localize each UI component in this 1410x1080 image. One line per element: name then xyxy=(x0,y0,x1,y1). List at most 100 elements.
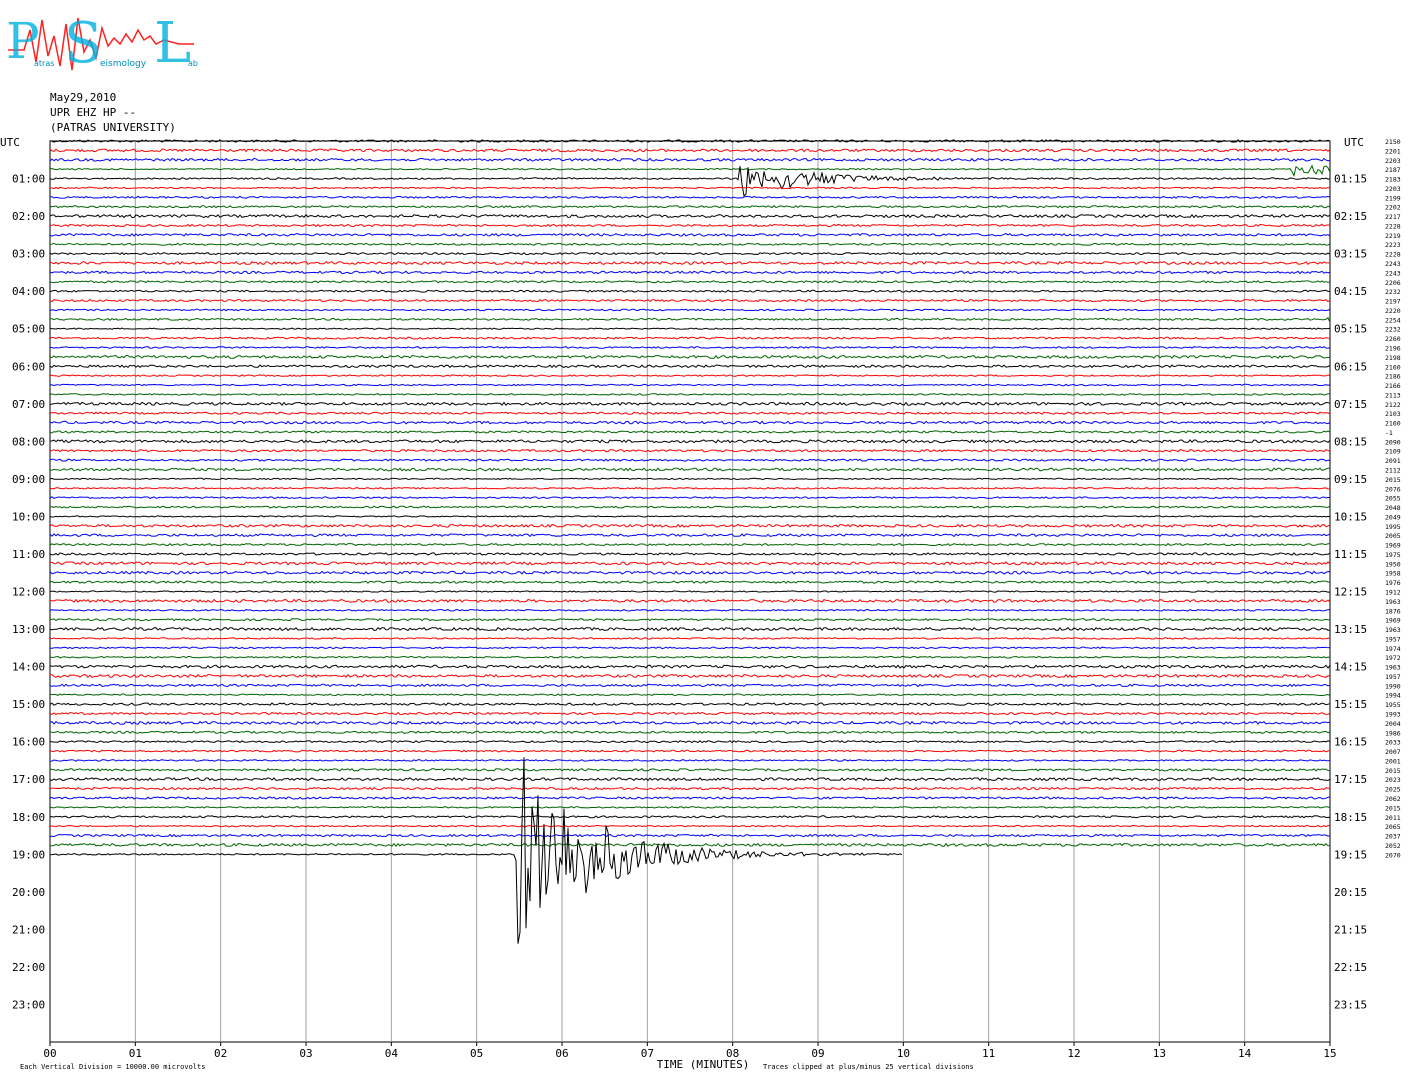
trace-offset-label: 1958 xyxy=(1385,570,1401,578)
logo-word-eismology: eismology xyxy=(100,59,147,69)
right-axis-title: UTC xyxy=(1344,136,1364,149)
trace-offset-label: 2015 xyxy=(1385,767,1401,775)
hour-label-left: 13:00 xyxy=(12,623,45,636)
trace-offset-label: 2187 xyxy=(1385,166,1401,174)
trace-offset-label: 2001 xyxy=(1385,757,1401,765)
trace-line xyxy=(49,693,1331,697)
x-tick-label: 01 xyxy=(129,1047,142,1060)
trace-offset-label: 2198 xyxy=(1385,354,1401,362)
trace-line xyxy=(49,711,1331,716)
logo-word-atras: atras xyxy=(34,59,54,68)
trace-line xyxy=(49,336,1331,340)
trace-offset-label: 2197 xyxy=(1385,298,1401,306)
trace-offset-label: 1974 xyxy=(1385,645,1401,653)
trace-offset-label: 2113 xyxy=(1385,391,1401,399)
hour-label-right: 19:15 xyxy=(1334,848,1367,861)
hour-label-left: 02:00 xyxy=(12,210,45,223)
x-axis-title: TIME (MINUTES) xyxy=(657,1058,750,1071)
trace-line xyxy=(49,486,1331,490)
footer-scale-note: Each Vertical Division = 10000.00 microv… xyxy=(20,1063,205,1071)
trace-offset-label: 2062 xyxy=(1385,795,1401,803)
hour-label-right: 08:15 xyxy=(1334,435,1367,448)
hour-label-right: 11:15 xyxy=(1334,548,1367,561)
trace-offset-label: 1957 xyxy=(1385,673,1401,681)
trace-line xyxy=(49,232,1331,237)
trace-offset-label: 1975 xyxy=(1385,551,1401,559)
trace-offset-label: 1976 xyxy=(1385,579,1401,587)
trace-line xyxy=(49,842,1330,847)
logo-seismogram-line xyxy=(8,17,194,71)
trace-offset-label: 2112 xyxy=(1385,466,1401,474)
trace-line xyxy=(49,496,1330,500)
trace-line xyxy=(49,626,1331,632)
trace-line xyxy=(49,749,1331,753)
hour-label-left: 04:00 xyxy=(12,285,45,298)
trace-line xyxy=(49,289,1331,293)
trace-line xyxy=(49,157,1331,162)
x-tick-label: 13 xyxy=(1153,1047,1166,1060)
trace-offset-label: 2048 xyxy=(1385,504,1401,512)
hour-label-left: 18:00 xyxy=(12,811,45,824)
trace-offset-label: 2070 xyxy=(1385,851,1401,859)
trace-line xyxy=(49,148,1331,153)
trace-line xyxy=(49,467,1331,472)
hour-label-right: 23:15 xyxy=(1334,998,1367,1011)
trace-line xyxy=(49,213,1331,219)
trace-line xyxy=(49,777,1331,782)
trace-line xyxy=(49,523,1331,528)
trace-offset-label: 2076 xyxy=(1385,485,1401,493)
trace-offset-label: 2037 xyxy=(1385,833,1401,841)
hour-label-left: 19:00 xyxy=(12,848,45,861)
logo-letter-s: S xyxy=(64,11,102,76)
hour-label-left: 15:00 xyxy=(12,698,45,711)
hour-label-right: 05:15 xyxy=(1334,323,1367,336)
trace-offset-label: 2228 xyxy=(1385,222,1401,230)
trace-line xyxy=(49,796,1331,800)
trace-line xyxy=(49,824,1331,828)
hour-label-left: 07:00 xyxy=(12,398,45,411)
trace-offset-label: 2023 xyxy=(1385,776,1401,784)
x-tick-label: 09 xyxy=(811,1047,824,1060)
x-tick-label: 00 xyxy=(43,1047,56,1060)
trace-offset-label: 2011 xyxy=(1385,814,1401,822)
hour-label-left: 21:00 xyxy=(12,923,45,936)
hour-label-left: 10:00 xyxy=(12,510,45,523)
trace-line xyxy=(49,383,1331,387)
trace-offset-label: 2243 xyxy=(1385,269,1401,277)
trace-line xyxy=(49,673,1331,679)
trace-line xyxy=(49,252,1331,256)
trace-offset-label: 1963 xyxy=(1385,598,1401,606)
trace-offset-label: 1912 xyxy=(1385,589,1401,597)
trace-offset-label: 2007 xyxy=(1385,748,1401,756)
x-tick-label: 14 xyxy=(1238,1047,1252,1060)
x-tick-label: 03 xyxy=(299,1047,312,1060)
trace-offset-label: 2160 xyxy=(1385,420,1401,428)
trace-line xyxy=(49,401,1331,406)
hour-label-right: 04:15 xyxy=(1334,285,1367,298)
trace-line xyxy=(49,242,1331,246)
trace-line xyxy=(49,759,1331,762)
x-tick-label: 07 xyxy=(641,1047,654,1060)
hour-label-left: 20:00 xyxy=(12,886,45,899)
trace-offset-label: 1993 xyxy=(1385,711,1401,719)
trace-offset-label: 1972 xyxy=(1385,654,1401,662)
trace-line xyxy=(49,164,1331,178)
hour-label-right: 16:15 xyxy=(1334,736,1367,749)
trace-offset-label: 2033 xyxy=(1385,739,1401,747)
trace-offset-label: 2202 xyxy=(1385,204,1401,212)
hour-label-right: 17:15 xyxy=(1334,773,1367,786)
trace-line xyxy=(49,561,1331,566)
trace-offset-label: 1876 xyxy=(1385,607,1401,615)
hour-label-left: 23:00 xyxy=(12,998,45,1011)
trace-offset-label: 2183 xyxy=(1385,176,1401,184)
trace-line xyxy=(49,720,1331,725)
trace-line xyxy=(49,740,1331,744)
trace-offset-label: 2166 xyxy=(1385,382,1401,390)
trace-offset-label: 1969 xyxy=(1385,542,1401,550)
trace-offset-label: 2090 xyxy=(1385,438,1401,446)
trace-offset-label: 2220 xyxy=(1385,307,1401,315)
trace-offset-label: 1990 xyxy=(1385,682,1401,690)
trace-line xyxy=(49,477,1331,481)
trace-line xyxy=(49,833,1331,838)
trace-offset-label: 2015 xyxy=(1385,476,1401,484)
